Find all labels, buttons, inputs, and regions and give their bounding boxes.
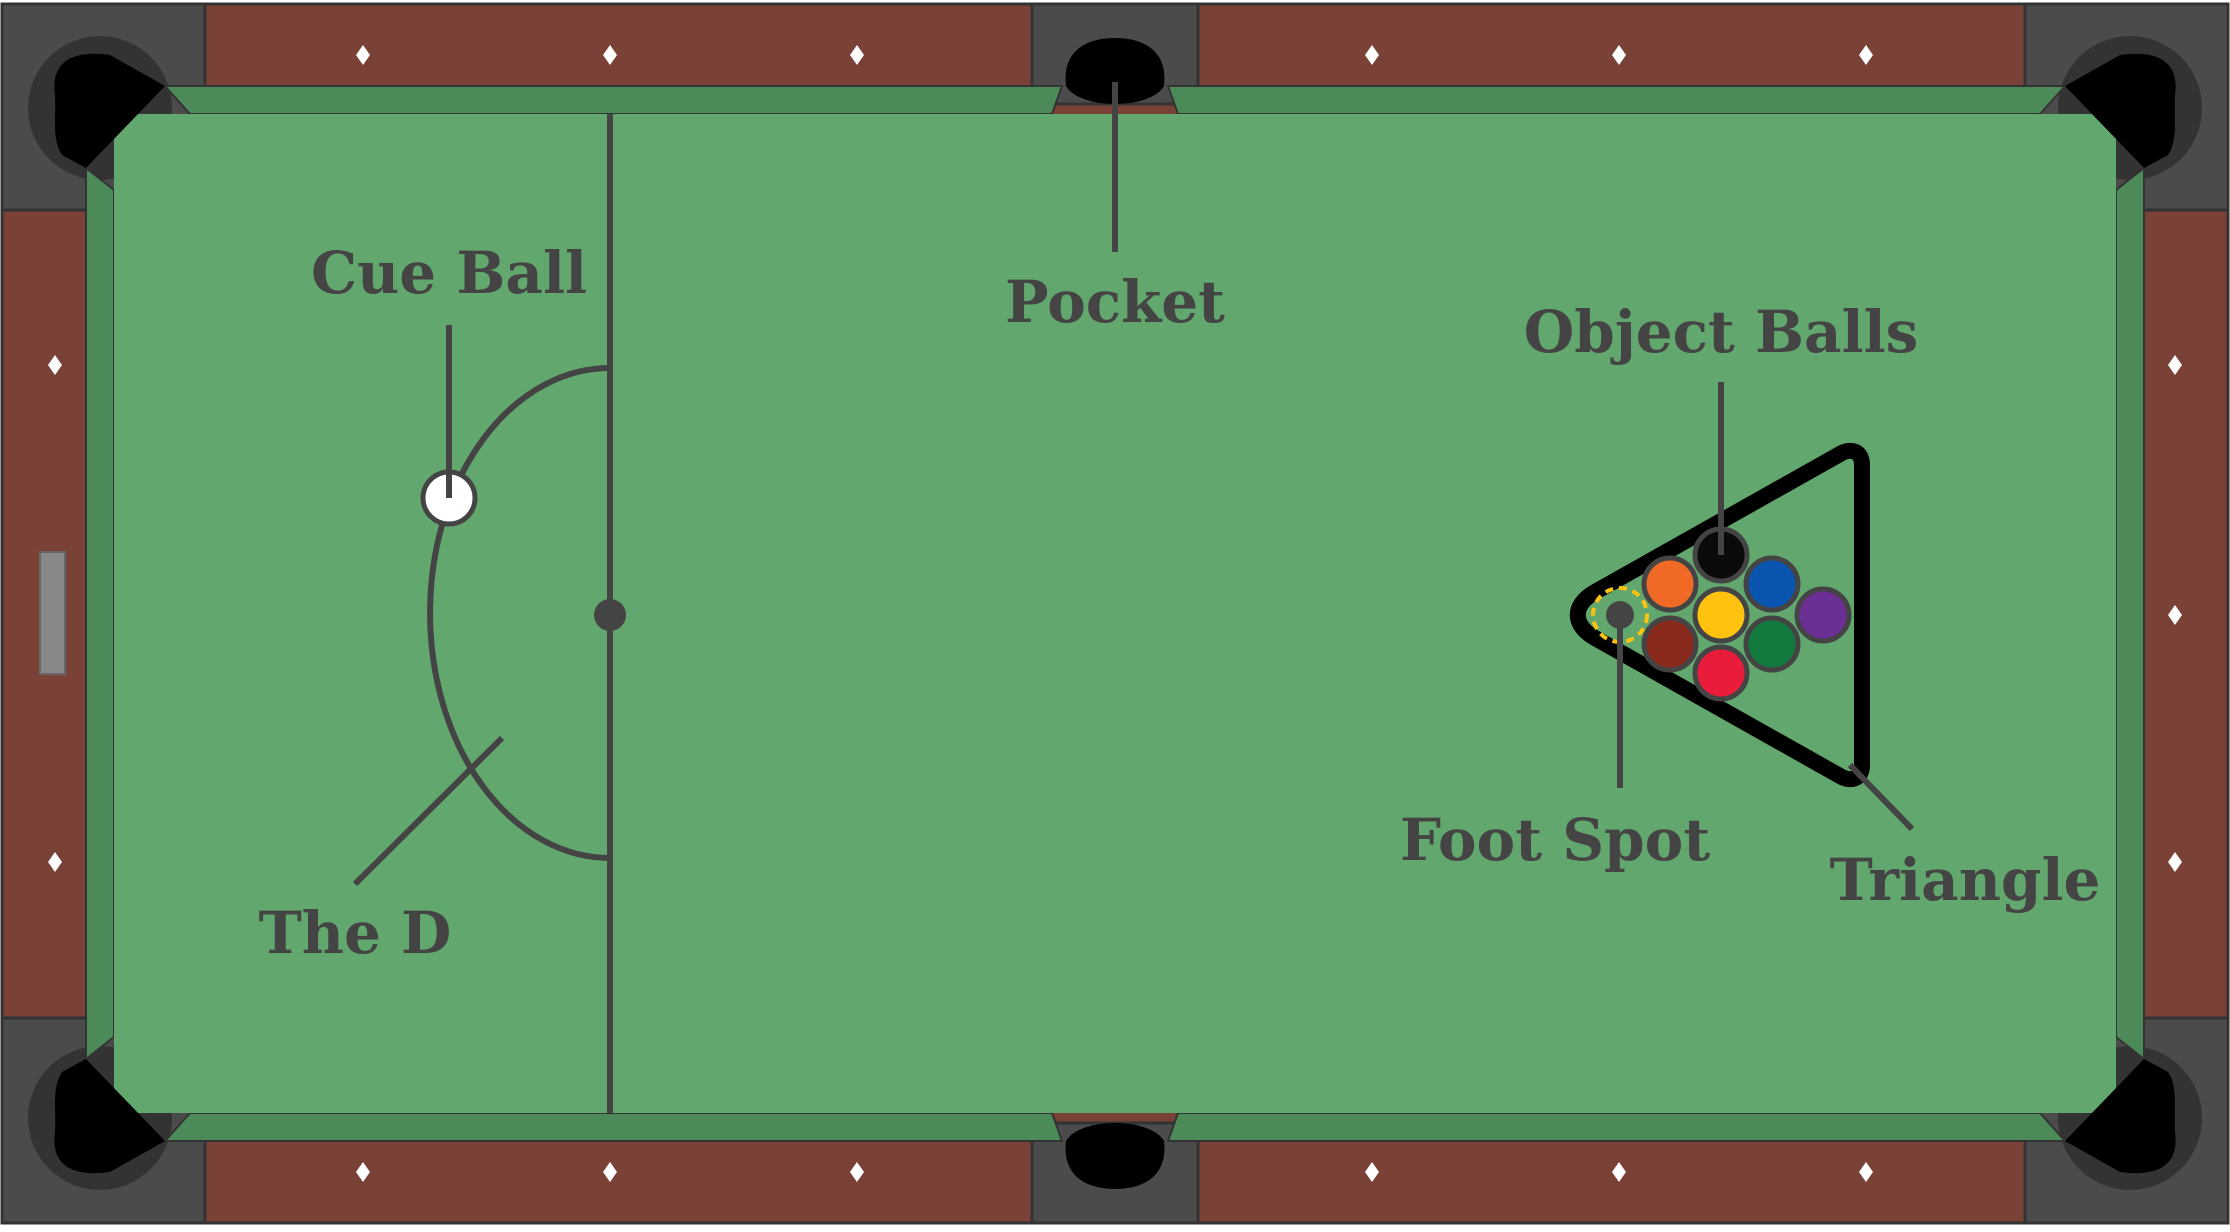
the-d-leader (352, 735, 505, 887)
rail-marker (39, 551, 66, 675)
cushion-left (85, 165, 115, 1062)
pocket-top-middle (1065, 38, 1165, 104)
yellow-ball (1692, 586, 1750, 644)
cushion-bottom-right (1166, 1112, 2068, 1142)
rail-diamond (850, 45, 864, 65)
object-balls-group (1641, 526, 1852, 702)
rail-diamond (1365, 45, 1379, 65)
table-cloth (114, 114, 2116, 1113)
purple-ball (1794, 586, 1852, 644)
baulk-spot (594, 599, 626, 631)
rail-diamond (850, 1162, 864, 1182)
rail-diamond (356, 45, 370, 65)
pocket-bottom-left (54, 1059, 165, 1174)
rail-diamond (356, 1162, 370, 1182)
object-balls-label: Object Balls (1524, 298, 1919, 366)
cushion-top-right (1166, 85, 2068, 115)
triangle-label: Triangle (1830, 846, 2101, 914)
maroon-ball (1641, 615, 1699, 673)
pocket-top-left (54, 53, 165, 168)
rail-diamonds (48, 45, 2182, 1182)
rail-diamond (48, 852, 62, 872)
orange-ball (1641, 555, 1699, 613)
the-d-label: The D (259, 899, 452, 967)
rail-diamond (48, 355, 62, 375)
cushion-bottom-left (162, 1112, 1064, 1142)
rail-diamond (1859, 1162, 1873, 1182)
pocket-top-right (2065, 53, 2176, 168)
foot-spot-label: Foot Spot (1400, 806, 1710, 874)
rail-diamond (2168, 605, 2182, 625)
triangle-rack (1569, 442, 1870, 788)
green-ball (1743, 615, 1801, 673)
rail-diamond (2168, 852, 2182, 872)
the-d-arc (427, 365, 611, 861)
triangle-leader (1847, 762, 1915, 832)
blue-ball (1743, 555, 1801, 613)
red-ball (1692, 644, 1750, 702)
cushion-right (2115, 165, 2145, 1062)
pocket-bottom-middle (1065, 1123, 1165, 1189)
rail-diamond (603, 45, 617, 65)
rail-diamond (1365, 1162, 1379, 1182)
cue-ball-label: Cue Ball (311, 239, 587, 307)
rail-diamond (1612, 45, 1626, 65)
rail-diamond (1859, 45, 1873, 65)
cushion-top-left (162, 85, 1064, 115)
rail-diamond (2168, 355, 2182, 375)
pocket-bottom-right (2065, 1059, 2176, 1174)
pocket-label: Pocket (1005, 268, 1225, 336)
rail-diamond (603, 1162, 617, 1182)
rail-diamond (1612, 1162, 1626, 1182)
